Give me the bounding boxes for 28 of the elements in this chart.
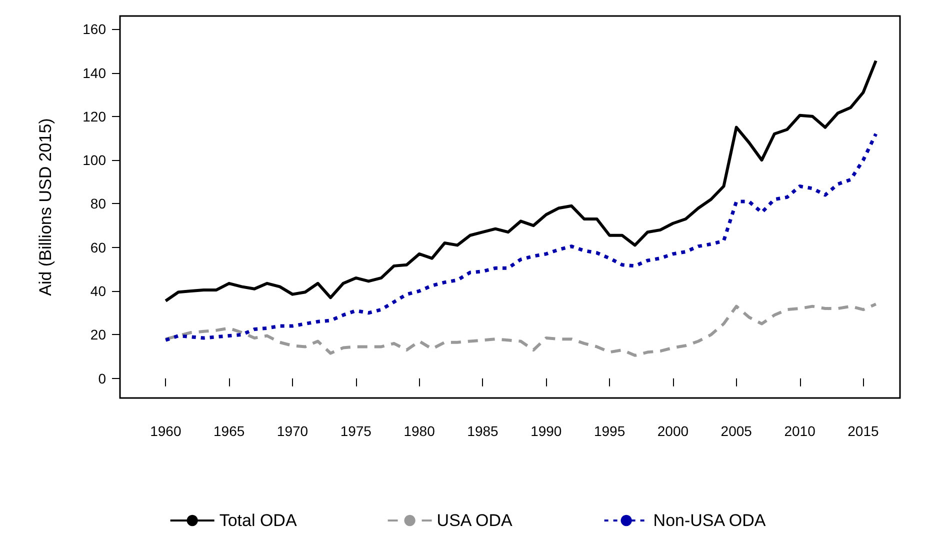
line-series [164, 132, 878, 342]
y-axis-title: Aid (Billions USD 2015) [36, 118, 55, 296]
y-tick-label: 80 [90, 196, 106, 212]
x-tick-label: 1980 [404, 423, 436, 439]
legend-label: Non-USA ODA [653, 511, 766, 530]
x-tick-label: 1960 [150, 423, 182, 439]
legend-label: USA ODA [436, 511, 514, 530]
y-tick-label: 120 [82, 108, 106, 124]
x-tick-label: 1965 [213, 423, 245, 439]
x-tick-label: 2015 [848, 423, 879, 439]
legend-label: Total ODA [219, 511, 298, 530]
line-series [164, 59, 878, 302]
y-tick-label: 0 [98, 370, 106, 386]
y-tick-label: 60 [90, 239, 106, 256]
y-tick-label: 20 [90, 326, 106, 343]
y-tick-label: 160 [82, 21, 106, 38]
y-tick-label: 100 [82, 152, 106, 168]
x-tick-label: 1975 [340, 423, 372, 439]
x-tick-label: 1995 [594, 423, 626, 439]
x-tick-label: 1985 [467, 423, 499, 439]
x-tick-label: 2005 [720, 423, 752, 439]
x-tick-label: 2010 [784, 423, 816, 439]
x-tick-label: 2000 [657, 423, 689, 439]
y-tick-label: 40 [90, 283, 106, 300]
line-series [164, 302, 878, 357]
x-tick-label: 1990 [530, 423, 562, 439]
y-tick-label: 140 [82, 64, 106, 81]
x-tick-label: 1970 [276, 423, 308, 439]
